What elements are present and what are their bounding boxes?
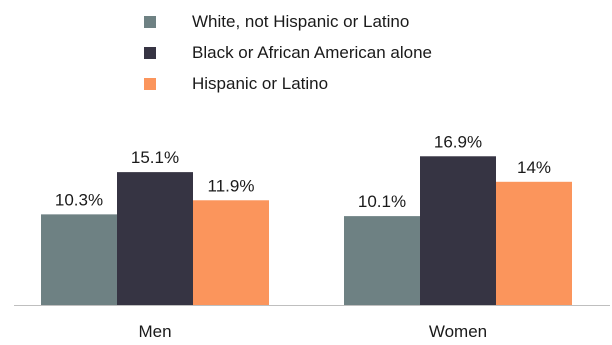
bar-men-series-1	[117, 172, 193, 305]
legend-label-black: Black or African American alone	[192, 42, 433, 62]
legend-item-white: White, not Hispanic or Latino	[144, 6, 564, 37]
bar-women-series-1	[420, 156, 496, 305]
legend-item-hispanic: Hispanic or Latino	[144, 68, 564, 99]
legend-item-black: Black or African American alone	[144, 37, 564, 68]
legend: White, not Hispanic or Latino Black or A…	[144, 6, 564, 99]
data-label-men-series-1: 15.1%	[131, 148, 179, 167]
data-label-women-series-2: 14%	[517, 158, 551, 177]
data-label-men-series-0: 10.3%	[55, 190, 103, 209]
data-label-women-series-0: 10.1%	[358, 192, 406, 211]
legend-swatch-hispanic	[144, 77, 156, 90]
data-label-women-series-1: 16.9%	[434, 132, 482, 151]
bar-men-series-2	[193, 200, 269, 305]
bar-women-series-0	[344, 216, 420, 305]
bar-men-series-0	[41, 214, 117, 305]
x-tick-label-men: Men	[138, 322, 171, 341]
bar-women-series-2	[496, 181, 572, 305]
legend-label-hispanic: Hispanic or Latino	[192, 73, 329, 93]
legend-label-white: White, not Hispanic or Latino	[192, 11, 410, 31]
legend-swatch-black	[144, 46, 156, 59]
data-label-men-series-2: 11.9%	[208, 176, 255, 195]
legend-swatch-white	[144, 15, 156, 28]
x-tick-label-women: Women	[429, 322, 487, 341]
